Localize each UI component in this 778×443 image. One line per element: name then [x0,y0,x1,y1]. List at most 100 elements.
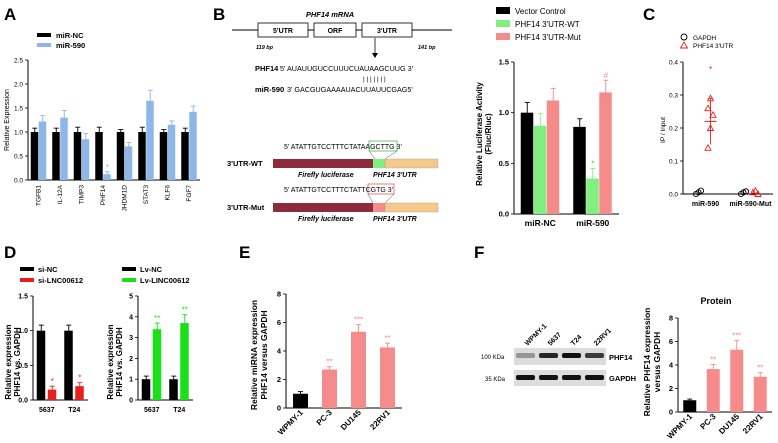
bar [38,121,47,180]
scatter-point-phf14 [704,143,712,151]
y-tick-label: 0.0 [18,398,28,405]
bar [81,139,90,180]
y-tick-label: 0.2 [669,126,678,133]
y-tick-label: 1.5 [14,106,23,113]
panel-d: si-NC si-LNC00612 Lv-NC Lv-LINC00612 Rel… [4,265,193,414]
bar [146,100,154,180]
scatter-point-gapdh [697,187,705,194]
bar [180,323,189,400]
band-phf14 [539,353,558,358]
mut-site [373,203,385,212]
mut-seq: 5' ATATTGTCCTTTCTATTCGTG 3' [284,187,393,194]
bar [380,347,395,408]
y-tick-label: 0.5 [499,159,509,168]
y-tick-label: 2.0 [14,82,23,89]
legend-label-mir-nc: miR-NC [56,31,84,40]
x-tick-label: 22RV1 [368,408,392,432]
legend-label-phf14: PHF14 3'UTR [693,43,734,50]
y-tick-label: 0.4 [669,60,678,67]
wt-connector-right [384,150,398,160]
x-tick-label: PC-3 [698,412,718,432]
x-tick-label: 5637 [144,407,160,414]
y-tick-label: 1.0 [18,328,28,335]
blot-phf14-membrane [514,348,606,365]
y-tick-label: 1.0 [14,130,23,137]
significance-mark: * [106,163,109,172]
scatter-point-phf14 [709,110,717,118]
legend-b: Vector Control PHF14 3'UTR-WT PHF14 3'UT… [496,7,581,42]
panel-a: miR-NC miR-590 Relative Expression 0.00.… [4,31,200,211]
y-tick-label: 8 [669,314,673,323]
band-phf14 [562,353,581,358]
legend-d-right: Lv-NC Lv-LINC00612 [122,265,190,285]
significance-mark: *** [732,331,741,340]
y-tick-label: 0.5 [18,363,28,370]
mut-firefly-label: Firefly luciferase [298,216,354,223]
wt-seed-box [368,140,398,152]
legend-label-si-lnc: si-LNC00612 [38,276,83,285]
blot-gapdh-membrane [514,370,606,386]
mrna-title: PHF14 mRNA [306,10,354,19]
panel-f-chart: Protein Relative PHF14 expression versus… [642,296,772,441]
bar [181,132,189,180]
x-tick-label: T24 [173,407,185,414]
x-tick-label: T24 [68,407,80,414]
bar [599,92,612,214]
bar [30,132,39,180]
ylabel-c: IP / Input [660,117,667,143]
y-tick-label: 0.0 [669,192,678,199]
blot-label-gapdh: GAPDH [609,374,636,383]
title-f: Protein [700,296,731,306]
bar [73,132,82,180]
bar [351,331,366,408]
bar [152,329,162,400]
legend-swatch-wt [496,20,510,27]
bar [753,376,767,412]
y-tick-label: 2 [129,356,133,363]
y-tick-label: 1.5 [18,294,28,301]
bar [546,100,560,214]
y-tick-label: 0.3 [669,93,678,100]
bar [586,178,599,214]
mut-label: 3'UTR-Mut [227,203,265,212]
significance-mark: ** [384,334,390,343]
y-tick-label: 0.1 [669,159,678,166]
legend-label-mut: PHF14 3'UTR-Mut [515,33,581,42]
x-tick-label: miR-NC [525,218,556,228]
y-tick-label: 0 [669,408,673,417]
bar [64,330,73,400]
blot-lane-label: WPMY-1 [524,323,549,348]
bar [103,174,111,180]
bar [75,386,84,400]
legend-label-lv-linc: Lv-LINC00612 [140,276,190,285]
x-tick-label: IL-12A [57,184,64,204]
legend-d-left: si-NC si-LNC00612 [20,265,83,285]
bar [52,132,60,180]
y-tick-label: 0.0 [14,178,23,185]
legend-a: miR-NC miR-590 [37,31,85,50]
chart-c: 0.0 0.1 0.2 0.3 0.4 miR-590 miR-590-Mut * [669,60,773,208]
legend-label-lv-nc: Lv-NC [140,265,163,274]
blot-bands [516,353,604,380]
segment-3utr-label: 3'UTR [377,28,397,35]
mut-utr-bar [384,202,439,213]
y-tick-label: 5 [129,294,133,301]
scatter-point-gapdh [742,188,750,195]
mut-connector-left [367,193,374,204]
y-tick-label: 6 [669,337,673,346]
significance-mark: *** [354,316,363,325]
bar [47,389,57,400]
legend-label-gapdh: GAPDH [693,35,716,42]
bar [138,132,146,180]
x-tick-label: DU145 [339,408,363,432]
segment-orf-label: ORF [328,28,344,35]
band-gapdh [516,375,535,380]
pairing-lines: | | | | | | | [363,76,386,83]
x-tick-label: 22RV1 [741,412,765,436]
bar [533,125,547,214]
significance-mark: ** [710,355,716,364]
segment-5utr-label: 5'UTR [273,28,293,35]
y-tick-label: 1.5 [499,58,509,67]
marker-35: 35 KDa [485,377,506,383]
